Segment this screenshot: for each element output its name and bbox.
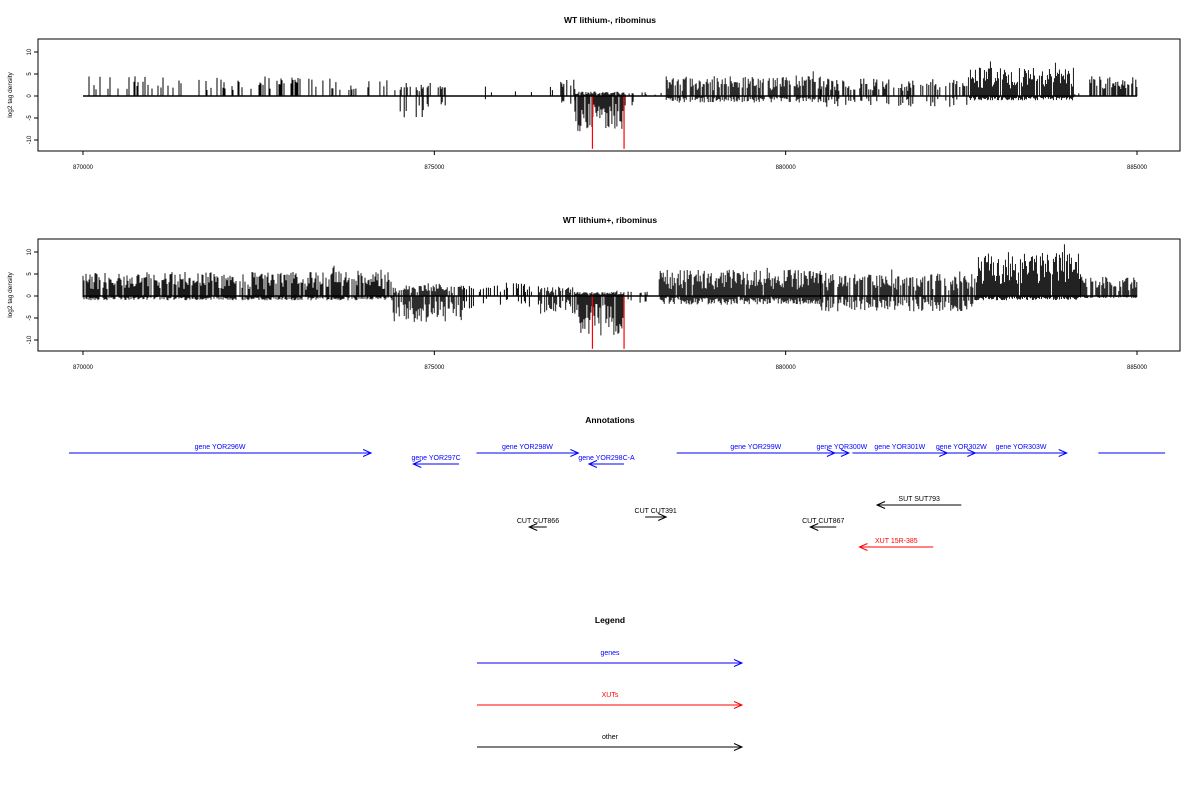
bar-series	[88, 61, 1138, 132]
legend-items: genes XUTs other	[477, 650, 744, 751]
feature-label: gene YOR298W	[502, 444, 553, 451]
feature-label: gene YOR300W	[816, 444, 867, 451]
feature-label: CUT CUT867	[802, 518, 844, 525]
feature-label: gene YOR301W	[874, 444, 925, 451]
feature-arrowhead	[570, 449, 580, 457]
feature-arrowhead	[658, 513, 668, 521]
feature-arrowhead	[840, 449, 851, 457]
highlight-bars	[591, 96, 625, 149]
legend-item-genes: genes	[477, 650, 744, 667]
track-panel-lithium-minus: WT lithium-, ribominus log2 tag density …	[7, 15, 1181, 171]
y-tick-label: 0	[27, 94, 33, 98]
y-tick-label: -5	[27, 115, 33, 121]
x-tick-label: 870000	[73, 165, 94, 171]
track-panel-lithium-plus: WT lithium+, ribominus log2 tag density …	[7, 215, 1181, 371]
legend-title: Legend	[595, 615, 625, 625]
y-tick-label: 5	[27, 72, 33, 76]
y-tick-label: -5	[27, 315, 33, 321]
legend: Legend genes XUTs other	[477, 615, 744, 751]
legend-label: genes	[600, 650, 620, 657]
feature-label: gene YOR298C-A	[578, 455, 635, 462]
legend-label: XUTs	[602, 692, 619, 699]
x-tick-label: 875000	[424, 165, 445, 171]
feature-cut-cut391: CUT CUT391	[635, 508, 677, 521]
y-tick-label: -10	[27, 335, 33, 344]
y-tick-label: -10	[27, 135, 33, 144]
feature-gene-yor296w: gene YOR296W	[68, 444, 373, 457]
y-axis-label: log2 tag density	[7, 271, 14, 317]
feature-arrowhead	[527, 523, 538, 531]
feature-gene-yor300w: gene YOR300W	[816, 444, 868, 457]
y-tick-label: 10	[27, 248, 33, 255]
feature-label: CUT CUT391	[635, 508, 677, 515]
feature-gene-yor299w: gene YOR299W	[676, 444, 837, 457]
feature-arrowhead	[1058, 449, 1068, 457]
legend-arrowhead	[733, 659, 744, 667]
feature-label: gene YOR302W	[936, 444, 987, 451]
legend-arrowhead	[733, 701, 744, 709]
y-tick-label: 10	[27, 48, 33, 55]
x-tick-label: 870000	[73, 365, 94, 371]
x-axis: 870000 875000 880000 885000	[73, 350, 1148, 371]
bar-series	[82, 244, 1138, 336]
feature-label: SUT SUT793	[898, 496, 940, 503]
x-tick-label: 885000	[1127, 365, 1148, 371]
feature-sut-sut793: SUT SUT793	[875, 496, 962, 509]
x-tick-label: 880000	[776, 165, 797, 171]
legend-label: other	[602, 734, 619, 741]
y-tick-label: 0	[27, 294, 33, 298]
feature-gene-yor298c-a: gene YOR298C-A	[578, 455, 635, 468]
feature-label: gene YOR299W	[730, 444, 781, 451]
feature-arrowhead	[875, 501, 886, 509]
panel-title: WT lithium+, ribominus	[563, 215, 657, 225]
feature-arrows: gene YOR296W gene YOR297C gene YOR298W gene…	[68, 444, 1166, 551]
feature-arrowhead	[587, 460, 598, 468]
feature-label: gene YOR297C	[411, 455, 460, 462]
feature-label: gene YOR296W	[195, 444, 246, 451]
annotations-title: Annotations	[585, 415, 635, 425]
legend-item-other: other	[477, 734, 744, 751]
y-axis: 10 5 0 -5 -10	[27, 248, 39, 344]
y-axis: 10 5 0 -5 -10	[27, 48, 39, 144]
x-tick-label: 875000	[424, 365, 445, 371]
y-axis-label: log2 tag density	[7, 71, 14, 117]
feature-arrowhead	[362, 449, 373, 457]
legend-item-xuts: XUTs	[477, 692, 744, 709]
feature-label: XUT 15R-385	[875, 538, 918, 545]
feature-label: gene YOR303W	[996, 444, 1047, 451]
feature-arrowhead	[809, 523, 819, 531]
feature-label: CUT CUT866	[517, 518, 559, 525]
highlight-bars	[591, 296, 625, 349]
feature-xut-15r-385: XUT 15R-385	[858, 538, 934, 551]
feature-gene-yor298w: gene YOR298W	[476, 444, 580, 457]
x-axis: 870000 875000 880000 885000	[73, 150, 1148, 171]
legend-arrowhead	[733, 743, 744, 751]
feature-gene-yor297c: gene YOR297C	[411, 455, 461, 468]
y-tick-label: 5	[27, 272, 33, 276]
x-tick-label: 885000	[1127, 165, 1148, 171]
feature-cut-cut866: CUT CUT866	[517, 518, 559, 531]
feature-arrowhead	[858, 543, 868, 551]
feature-arrowhead	[412, 460, 422, 468]
panel-title: WT lithium-, ribominus	[564, 15, 656, 25]
feature-gene-yor303w: gene YOR303W	[975, 444, 1068, 457]
feature-cut-cut867: CUT CUT867	[802, 518, 844, 531]
x-tick-label: 880000	[776, 365, 797, 371]
